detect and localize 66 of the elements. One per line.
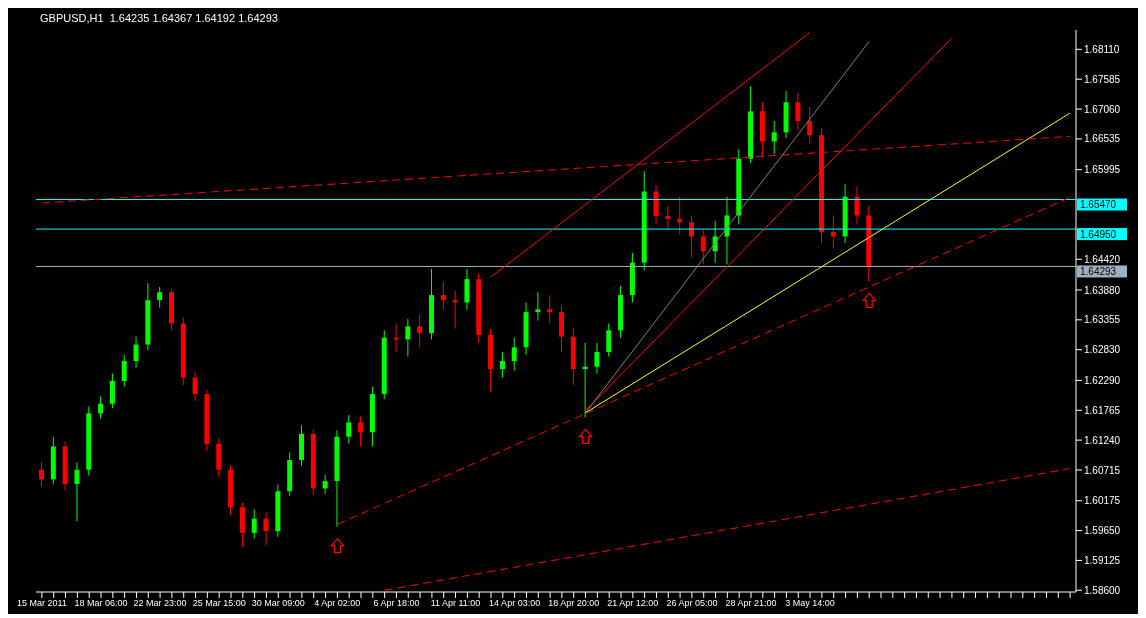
ref-line-label: 1.64293 <box>1080 265 1117 277</box>
y-tick-label: 1.58600 <box>1084 584 1121 596</box>
x-tick-label: 26 Apr 05:00 <box>666 598 718 609</box>
x-tick-label: 14 Apr 03:00 <box>489 598 541 609</box>
y-tick-label: 1.68110 <box>1084 43 1120 55</box>
candlestick <box>346 414 352 445</box>
candlestick <box>192 371 198 402</box>
x-tick-label: 18 Apr 20:00 <box>548 598 600 609</box>
candlestick <box>854 186 860 226</box>
y-tick-label: 1.59125 <box>1084 554 1121 566</box>
candlestick <box>547 294 553 325</box>
x-tick-label: 22 Mar 23:00 <box>133 598 187 609</box>
ref-line-label: 1.64950 <box>1080 228 1117 240</box>
y-tick-label: 1.67060 <box>1084 103 1121 115</box>
candlestick <box>499 351 505 379</box>
candlestick <box>795 92 801 131</box>
candlestick <box>263 511 269 546</box>
x-tick-label: 15 Mar 2011 <box>16 598 67 609</box>
y-tick-label: 1.64420 <box>1084 253 1121 265</box>
x-tick-label: 11 Apr 11:00 <box>430 598 481 609</box>
candlestick <box>511 337 517 372</box>
candlestick <box>771 120 777 155</box>
y-tick-label: 1.62830 <box>1084 344 1121 356</box>
x-tick-label: 21 Apr 12:00 <box>607 598 659 609</box>
candlestick <box>157 286 163 309</box>
y-tick-label: 1.59650 <box>1084 525 1121 537</box>
y-tick-label: 1.60175 <box>1084 495 1121 507</box>
x-tick-label: 6 Apr 18:00 <box>373 598 420 609</box>
candlestick <box>133 336 139 369</box>
candlestick <box>594 342 600 375</box>
candlestick <box>606 323 612 358</box>
y-tick-label: 1.65995 <box>1084 164 1121 176</box>
candlestick <box>452 290 458 330</box>
candlestick <box>440 280 446 311</box>
y-tick-label: 1.60715 <box>1084 464 1121 476</box>
x-tick-label: 28 Apr 21:00 <box>725 598 777 609</box>
candlestick <box>417 313 423 348</box>
candlestick <box>358 415 364 447</box>
candlestick <box>405 318 411 358</box>
candlestick <box>39 461 44 488</box>
candlestick <box>535 291 541 322</box>
y-tick-label: 1.61765 <box>1084 404 1121 416</box>
ref-line-label: 1.65470 <box>1080 199 1117 211</box>
chart-title: GBPUSD,H1 1.64235 1.64367 1.64192 1.64293 <box>40 12 278 24</box>
x-tick-label: 18 Mar 06:00 <box>74 598 128 609</box>
candlestick <box>700 229 706 265</box>
y-tick-label: 1.61240 <box>1084 434 1121 446</box>
candlestick <box>665 205 671 231</box>
y-tick-label: 1.63355 <box>1084 314 1121 326</box>
candlestick <box>98 395 104 420</box>
x-tick-label: 4 Apr 02:00 <box>314 598 361 609</box>
candlestick <box>74 461 80 522</box>
candlestick <box>464 268 470 311</box>
candlestick <box>109 373 115 409</box>
candlestick <box>582 342 588 418</box>
y-tick-label: 1.63880 <box>1084 284 1121 296</box>
x-tick-label: 3 May 14:00 <box>785 598 835 609</box>
y-tick-label: 1.62290 <box>1084 374 1121 386</box>
candlestick <box>322 474 328 495</box>
candlestick <box>121 354 127 388</box>
y-tick-label: 1.66535 <box>1084 133 1121 145</box>
candlestick <box>251 509 257 540</box>
y-tick-label: 1.67585 <box>1084 73 1121 85</box>
x-tick-label: 25 Mar 15:00 <box>192 598 246 609</box>
x-tick-label: 30 Mar 09:00 <box>251 598 305 609</box>
candlestick <box>807 106 813 145</box>
